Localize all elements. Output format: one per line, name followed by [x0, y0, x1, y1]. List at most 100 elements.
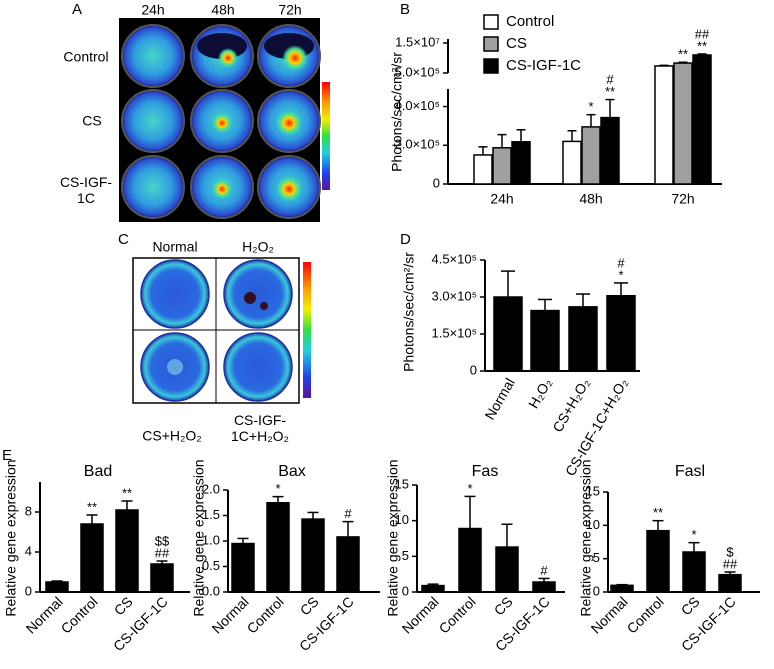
bar [150, 563, 174, 593]
panel-label: E [2, 447, 12, 464]
bar [646, 529, 670, 593]
y-tick-label: 0.0 [202, 583, 220, 598]
well-signal [212, 179, 232, 199]
y-tick-label: 5.0×10⁵ [394, 64, 440, 79]
bar [532, 581, 556, 593]
bar [530, 309, 560, 372]
legend-swatch [483, 36, 499, 52]
panel-label: C [118, 231, 129, 248]
y-tick-label: 1.5×10⁷ [395, 34, 440, 49]
image-label: H₂O₂ [242, 239, 274, 255]
well [223, 259, 293, 329]
bar [301, 518, 325, 593]
y-tick-label: 0 [25, 583, 32, 598]
bar [568, 306, 598, 372]
bar [336, 536, 360, 593]
bar [673, 62, 693, 185]
x-tick-label: Normal [399, 593, 442, 636]
y-tick-label: 2.0 [202, 481, 220, 496]
y-tick-label: 0 [470, 362, 477, 377]
legend-label: Control [506, 13, 554, 30]
y-tick-label: 0 [433, 175, 440, 190]
well-signal [218, 48, 238, 68]
y-tick-label: 3.0×10⁵ [431, 288, 477, 303]
well [223, 332, 293, 402]
column-label: 72h [278, 2, 301, 18]
x-tick-label: Normal [588, 593, 631, 636]
y-tick-label: 4.0×10⁵ [394, 98, 440, 113]
bar [718, 573, 742, 593]
significance-mark: ** [87, 499, 97, 514]
x-tick-label: Control [624, 593, 667, 636]
legend-label: CS-IGF-1C [506, 57, 581, 74]
x-tick-label: CS+H₂O₂ [549, 375, 593, 435]
well-signal [167, 359, 183, 375]
image-label: CS-IGF-1C+H₂O₂ [231, 412, 289, 444]
bar [511, 141, 531, 185]
well [140, 259, 210, 329]
legend-swatch [483, 58, 499, 74]
y-tick-label: 10 [395, 512, 409, 527]
bar [231, 542, 255, 593]
x-tick-label: Normal [481, 375, 517, 422]
x-tick-label: Normal [23, 593, 66, 636]
well-signal [212, 113, 232, 133]
bar [458, 527, 482, 593]
y-axis-label: Relative gene expression [578, 459, 594, 616]
row-label: CS [82, 113, 101, 129]
significance-mark: ** [605, 84, 615, 99]
significance-mark: ** [122, 485, 132, 500]
significance-mark: ** [678, 47, 688, 62]
well [121, 155, 185, 219]
significance-mark: ## [155, 545, 170, 560]
bar [692, 54, 712, 185]
significance-mark: * [618, 267, 623, 282]
x-tick-label: CS [678, 593, 703, 618]
bar [600, 116, 620, 185]
significance-mark: ** [653, 505, 663, 520]
y-axis-label: Photons/sec/cm²/sr [389, 52, 405, 172]
x-tick-label: 48h [579, 191, 602, 207]
bar [606, 295, 636, 372]
x-tick-label: Control [244, 593, 287, 636]
x-tick-label: CS [111, 593, 136, 618]
x-tick-label: 72h [671, 191, 694, 207]
x-tick-label: 24h [490, 191, 513, 207]
bar [493, 296, 523, 372]
y-tick-label: 5 [402, 548, 409, 563]
well [121, 24, 185, 88]
legend-label: CS [506, 35, 527, 52]
significance-mark: ** [697, 38, 707, 53]
bar [610, 584, 634, 593]
legend-swatch [483, 14, 499, 30]
x-tick-label: Normal [209, 593, 252, 636]
bar [495, 546, 519, 593]
x-tick-label: Control [436, 593, 479, 636]
chart-title: Fas [472, 463, 499, 480]
bar [654, 65, 674, 185]
image-label: CS+H₂O₂ [142, 428, 202, 444]
chart-title: Bad [84, 463, 112, 480]
bar [266, 502, 290, 593]
y-tick-label: 1.0 [202, 532, 220, 547]
bar [80, 523, 104, 593]
chart-title: Fasl [675, 463, 705, 480]
y-tick-label: 4 [25, 543, 32, 558]
column-label: 48h [211, 2, 234, 18]
significance-mark: * [275, 481, 280, 496]
bar [115, 509, 139, 593]
significance-mark: # [540, 563, 548, 578]
significance-mark: $ [726, 544, 734, 559]
y-axis-label: Relative gene expression [385, 459, 401, 616]
color-bar [303, 262, 311, 398]
y-tick-label: 10 [586, 517, 600, 532]
bar [45, 581, 69, 593]
y-tick-label: 15 [586, 483, 600, 498]
significance-mark: # [344, 506, 352, 521]
y-tick-label: 0.5 [202, 558, 220, 573]
bar [492, 147, 512, 185]
x-tick-label: Control [58, 593, 101, 636]
well-dark [244, 292, 256, 304]
y-tick-label: 15 [395, 476, 409, 491]
